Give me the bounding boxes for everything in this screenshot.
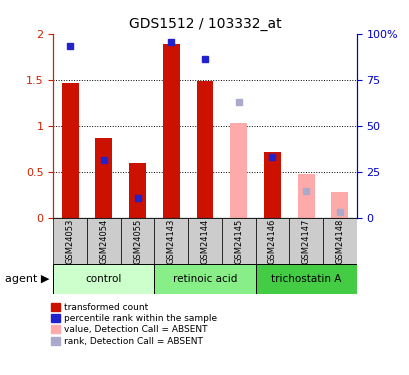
Bar bbox=[255, 264, 356, 294]
Text: GSM24144: GSM24144 bbox=[200, 218, 209, 264]
Text: GSM24053: GSM24053 bbox=[65, 218, 74, 264]
Bar bbox=[162, 44, 179, 218]
Text: GSM24147: GSM24147 bbox=[301, 218, 310, 264]
Bar bbox=[230, 123, 247, 218]
Text: GSM24145: GSM24145 bbox=[234, 218, 243, 264]
Bar bbox=[297, 174, 314, 217]
Text: GSM24148: GSM24148 bbox=[335, 218, 344, 264]
Legend: transformed count, percentile rank within the sample, value, Detection Call = AB: transformed count, percentile rank withi… bbox=[49, 301, 218, 348]
Bar bbox=[53, 264, 154, 294]
Text: agent ▶: agent ▶ bbox=[5, 274, 49, 284]
Bar bbox=[196, 81, 213, 218]
Text: GSM24055: GSM24055 bbox=[133, 218, 142, 264]
Bar bbox=[255, 217, 289, 264]
Bar bbox=[289, 217, 322, 264]
Bar bbox=[154, 264, 255, 294]
Text: trichostatin A: trichostatin A bbox=[270, 274, 340, 284]
Bar bbox=[62, 83, 79, 218]
Bar bbox=[53, 217, 87, 264]
Bar bbox=[322, 217, 356, 264]
Bar bbox=[87, 217, 120, 264]
Title: GDS1512 / 103332_at: GDS1512 / 103332_at bbox=[128, 17, 281, 32]
Bar bbox=[154, 217, 188, 264]
Bar bbox=[188, 217, 221, 264]
Text: GSM24146: GSM24146 bbox=[267, 218, 276, 264]
Text: GSM24143: GSM24143 bbox=[166, 218, 175, 264]
Bar bbox=[129, 163, 146, 218]
Bar bbox=[263, 152, 280, 217]
Bar bbox=[95, 138, 112, 218]
Bar bbox=[120, 217, 154, 264]
Bar bbox=[221, 217, 255, 264]
Bar bbox=[330, 192, 347, 217]
Text: control: control bbox=[85, 274, 122, 284]
Text: retinoic acid: retinoic acid bbox=[172, 274, 237, 284]
Text: GSM24054: GSM24054 bbox=[99, 218, 108, 264]
